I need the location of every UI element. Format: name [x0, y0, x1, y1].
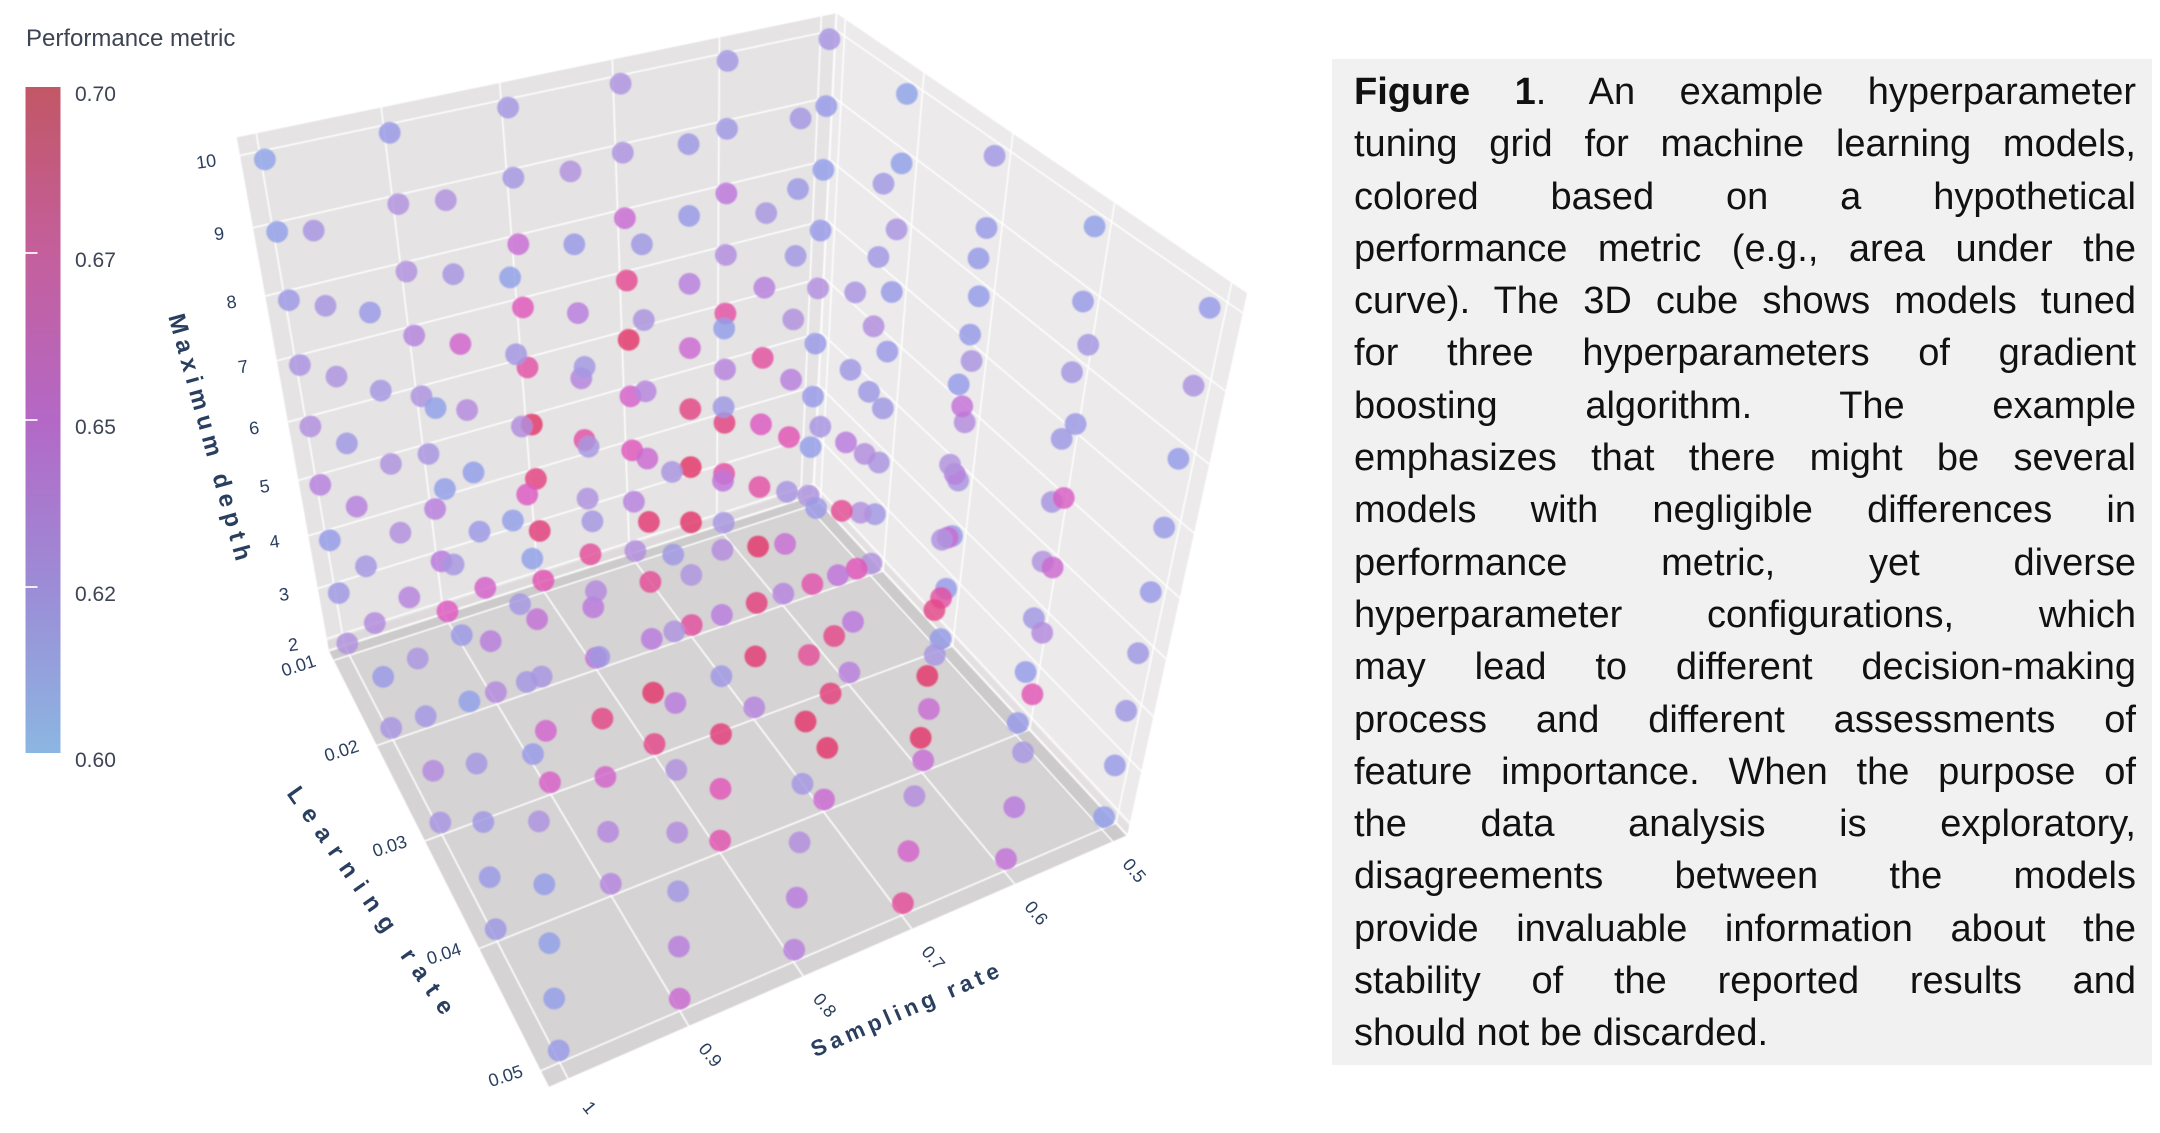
svg-text:0.65: 0.65	[75, 416, 116, 439]
svg-text:7: 7	[237, 356, 250, 377]
svg-text:0.60: 0.60	[75, 749, 116, 772]
svg-text:0.9: 0.9	[695, 1039, 726, 1071]
svg-text:8: 8	[225, 291, 238, 312]
svg-text:0.02: 0.02	[322, 736, 362, 766]
svg-text:9: 9	[213, 223, 226, 244]
svg-text:Performance metric: Performance metric	[26, 25, 235, 52]
svg-text:2: 2	[287, 634, 300, 655]
svg-text:0.7: 0.7	[918, 942, 949, 974]
svg-text:1: 1	[579, 1097, 601, 1118]
svg-text:0.5: 0.5	[1119, 855, 1150, 887]
svg-text:0.8: 0.8	[809, 989, 840, 1021]
svg-text:0.70: 0.70	[75, 83, 116, 106]
svg-text:10: 10	[195, 150, 218, 173]
svg-text:0.6: 0.6	[1021, 897, 1052, 929]
svg-text:Maximum depth: Maximum depth	[162, 311, 258, 569]
svg-text:6: 6	[248, 417, 261, 438]
svg-text:5: 5	[258, 476, 271, 497]
svg-text:3: 3	[278, 584, 291, 605]
svg-text:0.01: 0.01	[279, 651, 319, 681]
svg-text:0.67: 0.67	[75, 249, 116, 272]
svg-text:0.05: 0.05	[486, 1061, 526, 1091]
svg-text:0.62: 0.62	[75, 583, 116, 606]
svg-text:4: 4	[268, 531, 281, 552]
svg-text:0.03: 0.03	[370, 831, 410, 861]
